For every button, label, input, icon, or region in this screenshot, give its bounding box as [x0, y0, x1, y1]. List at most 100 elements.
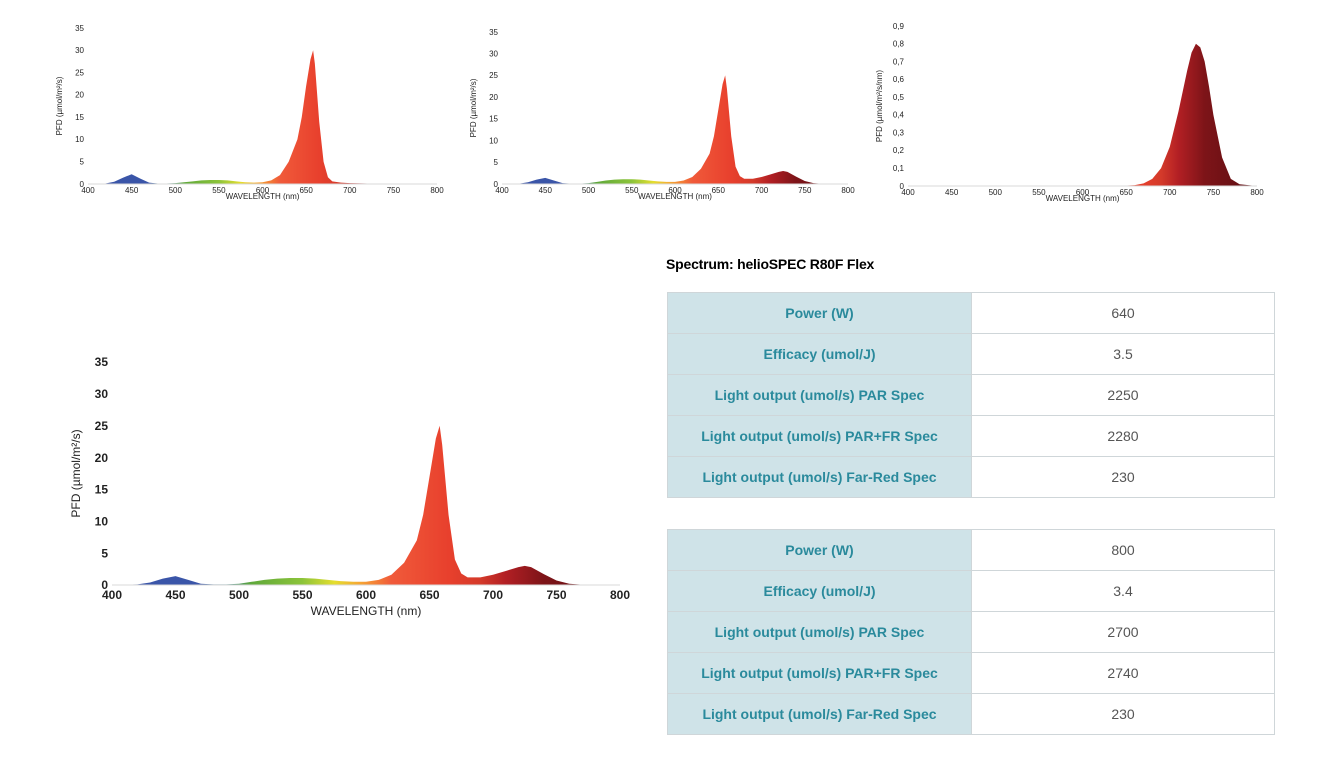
table-row: Light output (umol/s) PAR+FR Spec 2280 — [667, 415, 1275, 457]
y-tick-label: 30 — [489, 50, 498, 59]
x-tick-label: 750 — [387, 186, 401, 195]
x-tick-label: 800 — [610, 588, 630, 602]
y-tick-label: 20 — [95, 451, 109, 465]
x-tick-label: 600 — [356, 588, 376, 602]
x-tick-label: 550 — [1032, 188, 1046, 197]
y-tick-label: 35 — [75, 24, 84, 33]
y-tick-label: 35 — [489, 28, 498, 37]
x-tick-label: 450 — [539, 186, 553, 195]
x-tick-label: 400 — [102, 588, 122, 602]
y-tick-label: 0,3 — [893, 128, 905, 137]
y-tick-label: 25 — [75, 68, 84, 77]
x-tick-label: 750 — [546, 588, 566, 602]
x-tick-label: 500 — [169, 186, 183, 195]
y-tick-label: 0,9 — [893, 22, 905, 31]
x-tick-label: 400 — [81, 186, 95, 195]
y-tick-label: 0,4 — [893, 111, 905, 120]
table-row: Power (W) 640 — [667, 292, 1275, 334]
spectrum-area — [502, 75, 848, 184]
y-tick-label: 0,2 — [893, 146, 905, 155]
spectrum-title: Spectrum: helioSPEC R80F Flex — [666, 256, 875, 272]
power-label: Power (W) — [667, 292, 972, 334]
y-axis-label: PFD (µmol/m²/s) — [69, 429, 83, 517]
y-axis-label: PFD (µmol/m²/s/nm) — [875, 70, 884, 142]
par-fr-output-value: 2740 — [971, 652, 1275, 694]
y-tick-label: 10 — [95, 514, 109, 528]
table-row: Light output (umol/s) Far-Red Spec 230 — [667, 456, 1275, 498]
x-tick-label: 700 — [1163, 188, 1177, 197]
y-tick-label: 30 — [95, 387, 109, 401]
spectrum-area — [88, 50, 437, 184]
y-tick-label: 5 — [101, 546, 108, 560]
y-tick-label: 15 — [489, 115, 498, 124]
x-axis-label: WAVELENGTH (nm) — [1046, 194, 1120, 203]
far-red-output-value: 230 — [971, 693, 1275, 735]
x-tick-label: 750 — [798, 186, 812, 195]
efficacy-value: 3.4 — [971, 570, 1275, 612]
far-red-output-value: 230 — [971, 456, 1275, 498]
x-tick-label: 800 — [430, 186, 444, 195]
y-tick-label: 25 — [95, 419, 109, 433]
x-tick-label: 550 — [625, 186, 639, 195]
x-tick-label: 750 — [1207, 188, 1221, 197]
par-fr-output-label: Light output (umol/s) PAR+FR Spec — [667, 415, 972, 457]
x-tick-label: 500 — [989, 188, 1003, 197]
par-fr-output-value: 2280 — [971, 415, 1275, 457]
y-tick-label: 20 — [75, 91, 84, 100]
x-tick-label: 700 — [343, 186, 357, 195]
x-tick-label: 700 — [755, 186, 769, 195]
y-tick-label: 0 — [900, 182, 905, 191]
x-tick-label: 550 — [212, 186, 226, 195]
spec-table-800w: Power (W) 800 Efficacy (umol/J) 3.4 Ligh… — [667, 529, 1275, 735]
y-axis-label: PFD (µmol/m²/s) — [55, 76, 64, 135]
x-tick-label: 800 — [841, 186, 855, 195]
x-tick-label: 650 — [712, 186, 726, 195]
x-axis-label: WAVELENGTH (nm) — [638, 192, 712, 201]
power-value: 800 — [971, 529, 1275, 571]
table-row: Light output (umol/s) PAR Spec 2700 — [667, 611, 1275, 653]
table-row: Light output (umol/s) PAR+FR Spec 2740 — [667, 652, 1275, 694]
y-tick-label: 0,1 — [893, 164, 905, 173]
x-tick-label: 400 — [901, 188, 915, 197]
y-tick-label: 0,6 — [893, 75, 905, 84]
spectrum-area — [112, 425, 620, 585]
x-tick-label: 650 — [419, 588, 439, 602]
x-tick-label: 700 — [483, 588, 503, 602]
par-output-value: 2700 — [971, 611, 1275, 653]
y-tick-label: 5 — [494, 158, 499, 167]
spectrum-chart-1: 400 450 500 550 600 650 700 750 800 0 5 10 15 20 25 30 3… — [55, 24, 444, 201]
par-fr-output-label: Light output (umol/s) PAR+FR Spec — [667, 652, 972, 694]
y-tick-label: 15 — [75, 113, 84, 122]
x-tick-label: 550 — [292, 588, 312, 602]
spectrum-chart-2: 400 450 500 550 600 650 700 750 800 0 5 10 15 20 25 30 3… — [469, 28, 855, 201]
y-tick-label: 25 — [489, 71, 498, 80]
x-tick-label: 400 — [495, 186, 509, 195]
far-red-output-label: Light output (umol/s) Far-Red Spec — [667, 693, 972, 735]
x-tick-label: 500 — [582, 186, 596, 195]
x-tick-label: 600 — [1076, 188, 1090, 197]
y-tick-label: 0 — [80, 180, 85, 189]
table-row: Efficacy (umol/J) 3.5 — [667, 333, 1275, 375]
y-tick-label: 0,8 — [893, 40, 905, 49]
y-axis-label: PFD (µmol/m²/s) — [469, 78, 478, 137]
x-tick-label: 650 — [1119, 188, 1133, 197]
spectrum-chart-3: 400 450 500 550 600 650 700 750 800 0 0,1 0,2 0,3 0,4… — [875, 22, 1264, 203]
table-row: Power (W) 800 — [667, 529, 1275, 571]
y-tick-label: 10 — [75, 135, 84, 144]
y-tick-label: 0 — [101, 578, 108, 592]
x-axis-label: WAVELENGTH (nm) — [226, 192, 300, 201]
x-axis-label: WAVELENGTH (nm) — [311, 604, 422, 618]
x-tick-label: 800 — [1250, 188, 1264, 197]
x-tick-label: 600 — [256, 186, 270, 195]
far-red-output-label: Light output (umol/s) Far-Red Spec — [667, 456, 972, 498]
par-output-label: Light output (umol/s) PAR Spec — [667, 374, 972, 416]
y-tick-label: 15 — [95, 483, 109, 497]
spec-table-640w: Power (W) 640 Efficacy (umol/J) 3.5 Ligh… — [667, 292, 1275, 498]
par-output-value: 2250 — [971, 374, 1275, 416]
spectrum-chart-large: 400 450 500 550 600 650 700 750 800 0 5 10 15 20 25 30 3… — [69, 355, 630, 618]
efficacy-value: 3.5 — [971, 333, 1275, 375]
y-tick-label: 20 — [489, 93, 498, 102]
table-row: Efficacy (umol/J) 3.4 — [667, 570, 1275, 612]
x-tick-label: 450 — [125, 186, 139, 195]
par-output-label: Light output (umol/s) PAR Spec — [667, 611, 972, 653]
